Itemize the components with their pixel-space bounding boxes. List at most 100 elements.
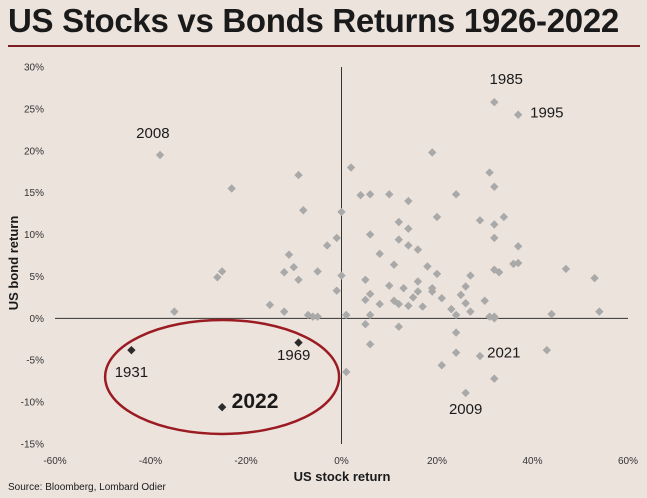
data-point <box>322 241 332 250</box>
x-tick-label: 40% <box>522 456 542 467</box>
data-point <box>418 302 427 311</box>
y-tick-label: -10% <box>21 398 44 409</box>
x-tick-label: 20% <box>427 456 447 467</box>
data-point <box>332 286 341 295</box>
data-point <box>428 148 437 157</box>
tick-labels: -60% -40% -20% 0% 20% 40% 60% 30% 25% 20% 15% 10% 5%… <box>21 63 638 468</box>
axes <box>55 67 628 444</box>
data-point <box>475 216 485 225</box>
year-annotation: 2021 <box>487 345 520 362</box>
data-point <box>480 296 489 305</box>
y-tick-label: 10% <box>24 230 44 241</box>
data-point <box>485 168 494 177</box>
data-point <box>547 309 556 319</box>
data-point <box>451 190 461 199</box>
data-point <box>595 307 604 316</box>
data-point <box>361 295 370 305</box>
highlight-region <box>103 318 341 436</box>
data-point <box>461 388 470 398</box>
data-point <box>408 293 418 302</box>
chart-title: US Stocks vs Bonds Returns 1926-2022 <box>8 2 619 39</box>
data-point <box>466 307 475 316</box>
data-point <box>542 345 552 355</box>
annotations: 1985 1995 2008 1969 1931 2022 2021 2009 <box>115 71 564 418</box>
data-point <box>365 310 375 320</box>
y-axis-label: US bond return <box>6 216 21 311</box>
data-point <box>394 217 403 227</box>
data-point <box>332 233 341 243</box>
data-point <box>475 351 485 361</box>
data-points <box>127 97 604 412</box>
data-point <box>389 260 399 269</box>
data-point <box>337 207 346 217</box>
data-point <box>513 242 523 251</box>
y-tick-label: 25% <box>24 104 44 115</box>
y-tick-label: 0% <box>30 314 45 325</box>
x-axis-label: US stock return <box>294 469 391 484</box>
data-point <box>313 312 322 321</box>
y-tick-label: -5% <box>26 356 44 367</box>
year-annotation: 1985 <box>490 71 523 88</box>
data-point <box>437 294 446 303</box>
data-point <box>365 340 375 349</box>
data-point <box>284 250 294 259</box>
data-point <box>294 170 303 180</box>
data-point <box>423 262 432 271</box>
data-point <box>404 196 413 206</box>
data-point <box>490 220 499 229</box>
data-point <box>342 367 351 377</box>
data-point <box>485 312 494 321</box>
data-point <box>461 299 470 308</box>
data-point <box>413 287 423 296</box>
y-tick-label: 5% <box>30 272 45 283</box>
data-point <box>313 267 322 276</box>
data-point <box>490 182 499 192</box>
data-point <box>155 150 165 160</box>
data-point <box>428 287 437 296</box>
data-point <box>432 212 442 222</box>
data-point <box>365 289 375 299</box>
year-annotation: 1969 <box>277 347 310 364</box>
data-point <box>289 263 298 272</box>
data-point <box>375 249 384 259</box>
data-point <box>394 299 403 309</box>
x-tick-label: -20% <box>234 456 257 467</box>
data-point <box>361 275 370 284</box>
data-point <box>413 277 423 286</box>
data-point <box>404 301 413 310</box>
data-point <box>399 283 408 293</box>
data-point <box>365 190 375 199</box>
data-point <box>280 268 289 277</box>
data-point <box>466 271 475 280</box>
data-point <box>294 275 303 284</box>
data-point <box>499 212 509 222</box>
data-point <box>432 269 442 279</box>
y-tick-label: -15% <box>21 440 44 451</box>
x-tick-label: 0% <box>334 456 349 467</box>
x-tick-label: -60% <box>43 456 66 467</box>
data-point <box>361 319 370 329</box>
data-point <box>265 300 275 310</box>
data-point <box>461 282 470 291</box>
data-point <box>280 307 289 316</box>
year-annotation: 2022 <box>232 390 279 413</box>
data-point <box>337 271 346 280</box>
data-point <box>494 268 504 277</box>
data-point <box>437 361 446 370</box>
highlight-point <box>294 338 303 347</box>
data-point <box>356 190 365 200</box>
data-point <box>346 163 356 172</box>
data-point <box>447 304 456 314</box>
year-annotation: 1995 <box>530 104 563 121</box>
y-tick-label: 15% <box>24 188 44 199</box>
y-tick-label: 30% <box>24 63 44 74</box>
data-point <box>561 264 571 274</box>
data-point <box>342 310 351 320</box>
data-point <box>213 273 222 282</box>
data-point <box>217 267 227 276</box>
data-point <box>404 241 413 250</box>
highlight-point <box>127 345 136 355</box>
data-point <box>404 224 413 233</box>
data-point <box>365 230 375 239</box>
